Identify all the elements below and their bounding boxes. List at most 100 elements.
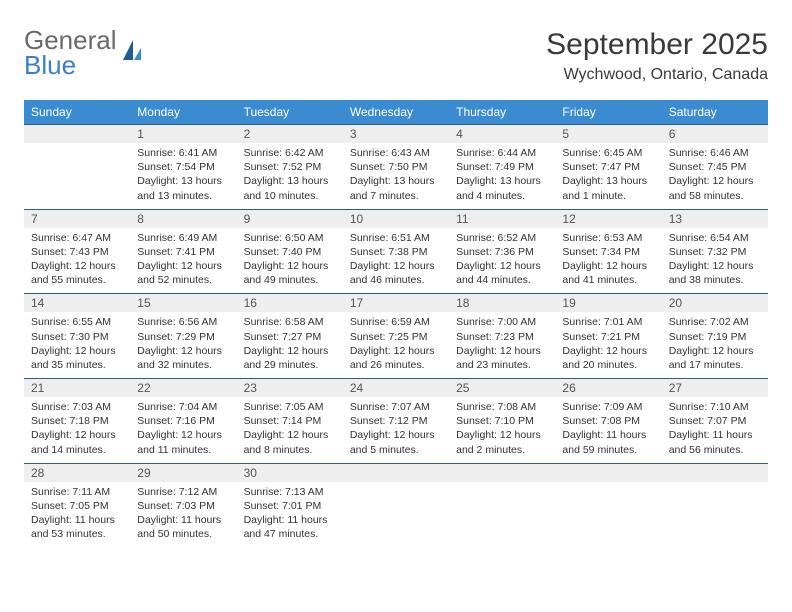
sunset-line: Sunset: 7:36 PM — [456, 245, 548, 259]
sunrise-line: Sunrise: 6:41 AM — [137, 146, 229, 160]
day-content-cell: Sunrise: 6:55 AMSunset: 7:30 PMDaylight:… — [24, 312, 130, 378]
sunrise-line: Sunrise: 6:59 AM — [350, 315, 442, 329]
sunset-line: Sunset: 7:50 PM — [350, 160, 442, 174]
day-content-cell — [449, 482, 555, 548]
daylight-line: Daylight: 13 hours and 13 minutes. — [137, 174, 229, 202]
sunset-line: Sunset: 7:14 PM — [244, 414, 336, 428]
day-number-cell: 28 — [24, 463, 130, 482]
sunset-line: Sunset: 7:27 PM — [244, 330, 336, 344]
day-number-cell — [662, 463, 768, 482]
day-number-cell: 8 — [130, 209, 236, 228]
daynum-row: 123456 — [24, 125, 768, 144]
daylight-line: Daylight: 12 hours and 55 minutes. — [31, 259, 123, 287]
sunset-line: Sunset: 7:21 PM — [562, 330, 654, 344]
daylight-line: Daylight: 12 hours and 46 minutes. — [350, 259, 442, 287]
daylight-line: Daylight: 12 hours and 8 minutes. — [244, 428, 336, 456]
daylight-line: Daylight: 12 hours and 5 minutes. — [350, 428, 442, 456]
sunrise-line: Sunrise: 6:43 AM — [350, 146, 442, 160]
day-content-cell: Sunrise: 7:09 AMSunset: 7:08 PMDaylight:… — [555, 397, 661, 463]
sunset-line: Sunset: 7:49 PM — [456, 160, 548, 174]
sunrise-line: Sunrise: 6:49 AM — [137, 231, 229, 245]
daylight-line: Daylight: 13 hours and 10 minutes. — [244, 174, 336, 202]
day-number-cell: 5 — [555, 125, 661, 144]
day-number-cell: 16 — [237, 294, 343, 313]
sunrise-line: Sunrise: 7:05 AM — [244, 400, 336, 414]
sunrise-line: Sunrise: 6:53 AM — [562, 231, 654, 245]
weekday-header: Thursday — [449, 100, 555, 125]
sunrise-line: Sunrise: 6:42 AM — [244, 146, 336, 160]
sunrise-line: Sunrise: 7:00 AM — [456, 315, 548, 329]
day-content-cell: Sunrise: 7:07 AMSunset: 7:12 PMDaylight:… — [343, 397, 449, 463]
day-number-cell: 15 — [130, 294, 236, 313]
sunrise-line: Sunrise: 6:54 AM — [669, 231, 761, 245]
day-content-cell: Sunrise: 6:42 AMSunset: 7:52 PMDaylight:… — [237, 143, 343, 209]
daylight-line: Daylight: 11 hours and 56 minutes. — [669, 428, 761, 456]
day-content-cell: Sunrise: 7:10 AMSunset: 7:07 PMDaylight:… — [662, 397, 768, 463]
location: Wychwood, Ontario, Canada — [546, 66, 768, 84]
day-content-cell: Sunrise: 6:54 AMSunset: 7:32 PMDaylight:… — [662, 228, 768, 294]
sunset-line: Sunset: 7:08 PM — [562, 414, 654, 428]
daylight-line: Daylight: 13 hours and 4 minutes. — [456, 174, 548, 202]
daylight-line: Daylight: 12 hours and 58 minutes. — [669, 174, 761, 202]
sunset-line: Sunset: 7:47 PM — [562, 160, 654, 174]
sunset-line: Sunset: 7:41 PM — [137, 245, 229, 259]
content-row: Sunrise: 6:41 AMSunset: 7:54 PMDaylight:… — [24, 143, 768, 209]
day-content-cell: Sunrise: 6:43 AMSunset: 7:50 PMDaylight:… — [343, 143, 449, 209]
daylight-line: Daylight: 13 hours and 7 minutes. — [350, 174, 442, 202]
weekday-header: Friday — [555, 100, 661, 125]
day-number-cell: 20 — [662, 294, 768, 313]
sunrise-line: Sunrise: 6:52 AM — [456, 231, 548, 245]
weekday-header: Saturday — [662, 100, 768, 125]
day-content-cell: Sunrise: 6:51 AMSunset: 7:38 PMDaylight:… — [343, 228, 449, 294]
weekday-header-row: SundayMondayTuesdayWednesdayThursdayFrid… — [24, 100, 768, 125]
sunrise-line: Sunrise: 7:01 AM — [562, 315, 654, 329]
day-content-cell: Sunrise: 6:46 AMSunset: 7:45 PMDaylight:… — [662, 143, 768, 209]
content-row: Sunrise: 7:11 AMSunset: 7:05 PMDaylight:… — [24, 482, 768, 548]
day-number-cell: 25 — [449, 379, 555, 398]
day-number-cell: 26 — [555, 379, 661, 398]
day-content-cell: Sunrise: 6:58 AMSunset: 7:27 PMDaylight:… — [237, 312, 343, 378]
sunset-line: Sunset: 7:03 PM — [137, 499, 229, 513]
sunrise-line: Sunrise: 6:44 AM — [456, 146, 548, 160]
day-content-cell: Sunrise: 6:49 AMSunset: 7:41 PMDaylight:… — [130, 228, 236, 294]
calendar-table: SundayMondayTuesdayWednesdayThursdayFrid… — [24, 100, 768, 548]
day-number-cell: 2 — [237, 125, 343, 144]
sunset-line: Sunset: 7:05 PM — [31, 499, 123, 513]
header: General Blue September 2025 Wychwood, On… — [24, 28, 768, 84]
day-content-cell: Sunrise: 6:45 AMSunset: 7:47 PMDaylight:… — [555, 143, 661, 209]
content-row: Sunrise: 6:47 AMSunset: 7:43 PMDaylight:… — [24, 228, 768, 294]
day-content-cell — [343, 482, 449, 548]
sunset-line: Sunset: 7:23 PM — [456, 330, 548, 344]
daylight-line: Daylight: 12 hours and 32 minutes. — [137, 344, 229, 372]
day-number-cell: 13 — [662, 209, 768, 228]
day-number-cell: 3 — [343, 125, 449, 144]
day-number-cell — [343, 463, 449, 482]
day-number-cell: 27 — [662, 379, 768, 398]
sunrise-line: Sunrise: 6:50 AM — [244, 231, 336, 245]
day-content-cell: Sunrise: 7:01 AMSunset: 7:21 PMDaylight:… — [555, 312, 661, 378]
daylight-line: Daylight: 11 hours and 53 minutes. — [31, 513, 123, 541]
daynum-row: 21222324252627 — [24, 379, 768, 398]
day-number-cell: 9 — [237, 209, 343, 228]
sunset-line: Sunset: 7:30 PM — [31, 330, 123, 344]
sunrise-line: Sunrise: 7:07 AM — [350, 400, 442, 414]
day-number-cell: 18 — [449, 294, 555, 313]
sunrise-line: Sunrise: 6:58 AM — [244, 315, 336, 329]
day-number-cell: 24 — [343, 379, 449, 398]
day-content-cell: Sunrise: 6:52 AMSunset: 7:36 PMDaylight:… — [449, 228, 555, 294]
logo: General Blue — [24, 28, 145, 77]
day-content-cell: Sunrise: 6:56 AMSunset: 7:29 PMDaylight:… — [130, 312, 236, 378]
day-number-cell: 23 — [237, 379, 343, 398]
daylight-line: Daylight: 12 hours and 17 minutes. — [669, 344, 761, 372]
day-content-cell — [662, 482, 768, 548]
day-content-cell: Sunrise: 7:13 AMSunset: 7:01 PMDaylight:… — [237, 482, 343, 548]
daylight-line: Daylight: 12 hours and 2 minutes. — [456, 428, 548, 456]
sunset-line: Sunset: 7:52 PM — [244, 160, 336, 174]
day-content-cell: Sunrise: 7:12 AMSunset: 7:03 PMDaylight:… — [130, 482, 236, 548]
daylight-line: Daylight: 13 hours and 1 minute. — [562, 174, 654, 202]
daylight-line: Daylight: 12 hours and 52 minutes. — [137, 259, 229, 287]
sunrise-line: Sunrise: 6:47 AM — [31, 231, 123, 245]
day-number-cell: 7 — [24, 209, 130, 228]
sunset-line: Sunset: 7:12 PM — [350, 414, 442, 428]
sunrise-line: Sunrise: 7:02 AM — [669, 315, 761, 329]
